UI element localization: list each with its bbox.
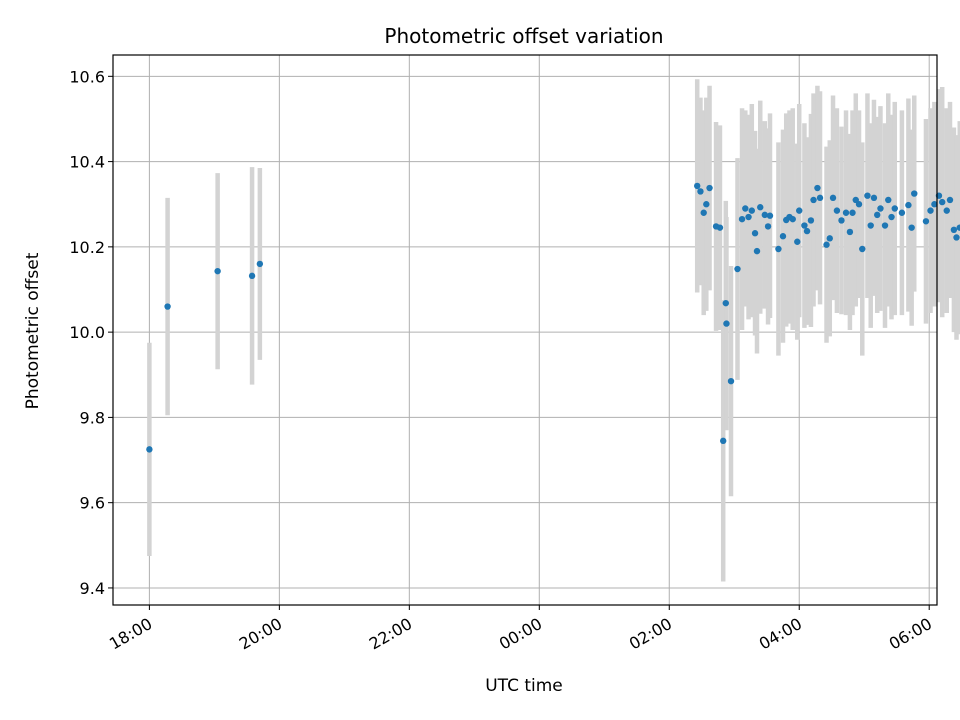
data-point bbox=[938, 198, 946, 206]
data-point bbox=[248, 272, 256, 280]
data-point bbox=[803, 227, 811, 235]
x-axis-label: UTC time bbox=[485, 676, 563, 696]
data-point bbox=[931, 201, 938, 208]
y-tick-label: 10.6 bbox=[69, 67, 105, 86]
data-point bbox=[716, 224, 724, 231]
y-tick-label: 9.8 bbox=[80, 408, 105, 427]
data-point bbox=[855, 201, 863, 208]
data-point bbox=[794, 238, 801, 245]
data-point bbox=[859, 245, 866, 253]
data-point bbox=[164, 303, 171, 310]
data-point bbox=[877, 205, 884, 212]
data-point bbox=[214, 267, 221, 275]
data-point bbox=[775, 245, 782, 253]
data-point bbox=[950, 226, 958, 234]
data-point bbox=[722, 299, 730, 307]
data-point bbox=[816, 194, 824, 202]
data-point bbox=[826, 235, 833, 242]
data-point bbox=[849, 209, 856, 216]
data-point bbox=[842, 209, 850, 216]
data-point bbox=[700, 209, 707, 216]
data-point bbox=[745, 213, 752, 221]
data-point bbox=[738, 215, 746, 223]
data-point bbox=[766, 212, 774, 219]
data-point bbox=[697, 188, 704, 195]
data-point bbox=[764, 223, 772, 230]
data-point bbox=[888, 213, 895, 221]
data-point bbox=[256, 260, 264, 268]
y-tick-label: 10.4 bbox=[69, 153, 105, 172]
data-point bbox=[885, 196, 892, 204]
data-point bbox=[874, 211, 881, 219]
data-point bbox=[810, 196, 817, 204]
y-tick-label: 9.4 bbox=[80, 579, 105, 598]
data-point bbox=[753, 247, 761, 255]
data-point bbox=[833, 207, 841, 214]
data-point bbox=[911, 190, 918, 197]
gridlines bbox=[113, 55, 937, 605]
data-point bbox=[943, 207, 950, 214]
data-point bbox=[864, 192, 871, 199]
data-point bbox=[727, 377, 735, 385]
data-point bbox=[703, 201, 710, 208]
y-tick-label: 10.0 bbox=[69, 323, 105, 342]
data-point bbox=[953, 234, 960, 241]
data-point bbox=[706, 184, 713, 192]
data-point bbox=[757, 204, 764, 211]
data-point bbox=[720, 437, 727, 445]
data-point bbox=[891, 205, 898, 212]
data-point bbox=[927, 207, 934, 214]
data-point bbox=[146, 446, 153, 453]
data-point bbox=[829, 194, 837, 202]
data-point bbox=[751, 230, 759, 237]
y-tick-label: 10.2 bbox=[69, 238, 105, 257]
data-points bbox=[146, 182, 960, 453]
y-axis-ticks: 9.4 9.6 9.8 10.0 10.2 10.4 10.6 bbox=[69, 67, 113, 598]
data-point bbox=[838, 217, 845, 224]
data-point bbox=[723, 320, 730, 327]
data-point bbox=[789, 215, 796, 223]
data-point bbox=[748, 207, 755, 214]
data-point bbox=[898, 209, 906, 216]
data-point bbox=[801, 222, 808, 229]
y-tick-label: 9.6 bbox=[80, 494, 105, 513]
data-point bbox=[908, 224, 915, 231]
data-point bbox=[846, 228, 854, 236]
data-point bbox=[807, 217, 815, 224]
y-axis-label: Photometric offset bbox=[23, 252, 43, 409]
chart-title: Photometric offset variation bbox=[384, 24, 663, 48]
data-point bbox=[956, 224, 960, 231]
data-point bbox=[881, 222, 889, 229]
data-point bbox=[867, 222, 874, 229]
data-point bbox=[742, 205, 749, 212]
data-point bbox=[922, 218, 930, 225]
data-point bbox=[694, 182, 701, 190]
plot-frame bbox=[112, 54, 938, 606]
data-point bbox=[734, 265, 741, 273]
data-point bbox=[905, 201, 912, 209]
data-point bbox=[779, 233, 787, 240]
data-point bbox=[761, 211, 768, 219]
data-point bbox=[870, 194, 878, 202]
data-point bbox=[814, 184, 821, 192]
data-point bbox=[823, 241, 830, 248]
data-point bbox=[946, 196, 954, 204]
data-point bbox=[796, 207, 803, 214]
